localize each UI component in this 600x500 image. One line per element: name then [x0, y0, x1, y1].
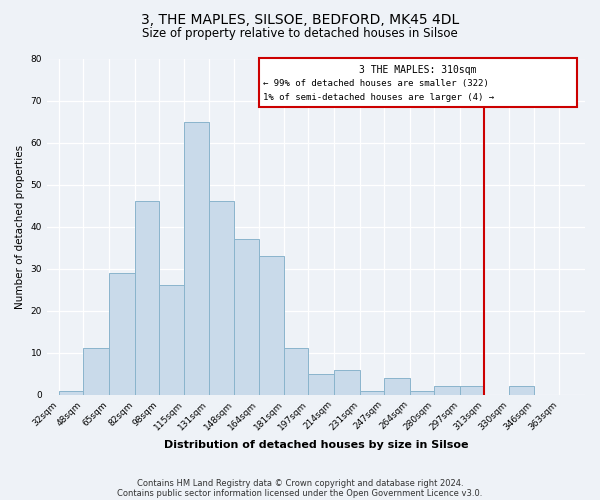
- FancyBboxPatch shape: [259, 58, 577, 107]
- Bar: [384, 378, 410, 394]
- Bar: [284, 348, 308, 395]
- Bar: [308, 374, 334, 394]
- Bar: [209, 202, 235, 394]
- Text: Contains public sector information licensed under the Open Government Licence v3: Contains public sector information licen…: [118, 488, 482, 498]
- Bar: [360, 390, 384, 394]
- Bar: [259, 256, 284, 394]
- Bar: [83, 348, 109, 395]
- Bar: [509, 386, 533, 394]
- Bar: [159, 286, 184, 395]
- Bar: [410, 390, 434, 394]
- Bar: [235, 239, 259, 394]
- Bar: [59, 390, 83, 394]
- Bar: [134, 202, 159, 394]
- Bar: [109, 273, 134, 394]
- Text: 1% of semi-detached houses are larger (4) →: 1% of semi-detached houses are larger (4…: [263, 93, 494, 102]
- Bar: [184, 122, 209, 394]
- X-axis label: Distribution of detached houses by size in Silsoe: Distribution of detached houses by size …: [164, 440, 468, 450]
- Text: 3 THE MAPLES: 310sqm: 3 THE MAPLES: 310sqm: [359, 65, 477, 75]
- Bar: [334, 370, 360, 394]
- Text: Size of property relative to detached houses in Silsoe: Size of property relative to detached ho…: [142, 28, 458, 40]
- Text: 3, THE MAPLES, SILSOE, BEDFORD, MK45 4DL: 3, THE MAPLES, SILSOE, BEDFORD, MK45 4DL: [141, 12, 459, 26]
- Text: Contains HM Land Registry data © Crown copyright and database right 2024.: Contains HM Land Registry data © Crown c…: [137, 478, 463, 488]
- Text: ← 99% of detached houses are smaller (322): ← 99% of detached houses are smaller (32…: [263, 78, 489, 88]
- Bar: [434, 386, 460, 394]
- Bar: [460, 386, 484, 394]
- Y-axis label: Number of detached properties: Number of detached properties: [15, 144, 25, 308]
